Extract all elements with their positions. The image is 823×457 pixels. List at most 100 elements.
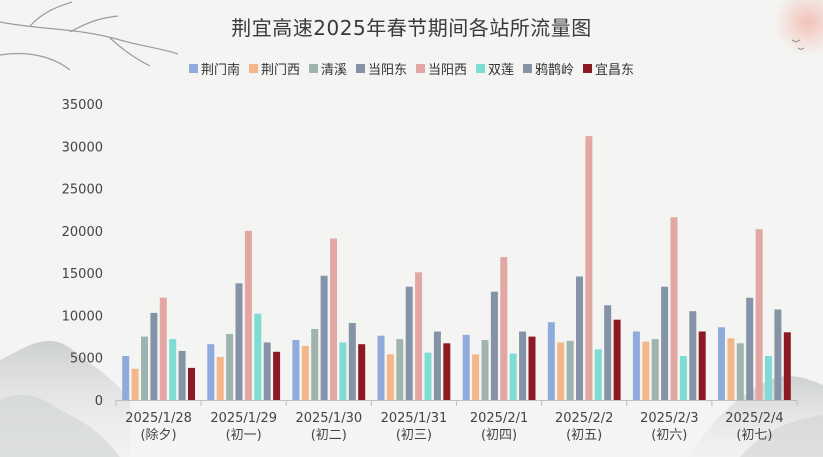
x-tick-label: 2025/2/3 [640,411,698,426]
bar[interactable] [301,345,309,400]
bar[interactable] [481,340,489,400]
x-tick-label: (初五) [566,428,602,443]
bar[interactable] [736,343,744,400]
bar[interactable] [330,238,337,401]
y-tick-label: 35000 [62,98,103,113]
bar[interactable] [509,353,517,401]
legend-label: 当阳西 [428,63,468,78]
bar[interactable] [547,322,555,400]
bar[interactable] [141,336,148,400]
bar[interactable] [689,311,697,400]
legend-item[interactable]: 双莲 [476,59,514,78]
x-tick-label: (初六) [651,428,687,443]
x-tick-label: 2025/2/2 [555,411,613,426]
legend-swatch [583,64,593,73]
y-tick-label: 30000 [62,140,103,155]
bar[interactable] [188,367,195,400]
x-tick-label: (初三) [396,428,432,443]
legend-item[interactable]: 当阳西 [416,59,467,78]
bar[interactable] [679,356,687,400]
bar[interactable] [755,229,763,400]
legend-item[interactable]: 当阳东 [355,59,407,78]
legend-swatch [188,64,198,73]
bar[interactable] [594,349,602,400]
x-tick-label: (除夕) [140,428,176,443]
chart-title: 荆宜高速2025年春节期间各站所流量图 [231,16,592,40]
bar[interactable] [235,283,243,400]
bar[interactable] [358,344,366,400]
bar[interactable] [727,338,735,400]
chart-legend: 荆门南 荆门西 清溪 当阳东 当阳西 双莲 鸦鹊岭 宜昌东 [0,59,823,78]
x-tick-label: 2025/1/29 [210,411,277,426]
bar[interactable] [320,275,328,400]
bar[interactable] [604,305,612,400]
bar[interactable] [405,286,413,400]
x-tick-label: (初四) [481,428,517,443]
bar[interactable] [670,217,678,400]
bar[interactable] [585,136,593,400]
legend-label: 清溪 [320,63,347,78]
bar[interactable] [500,257,508,400]
legend-label: 双莲 [488,63,515,78]
bar[interactable] [159,297,167,400]
bar[interactable] [519,331,527,401]
bar[interactable] [774,309,782,401]
legend-item[interactable]: 荆门南 [188,59,240,78]
bar[interactable] [490,291,498,400]
bar[interactable] [661,286,669,400]
bar[interactable] [244,230,252,400]
bar[interactable] [642,341,650,400]
bar[interactable] [263,342,271,401]
legend-label: 鸦鹊岭 [535,63,575,78]
legend-label: 荆门南 [200,63,240,78]
bar[interactable] [443,343,451,400]
legend-swatch [308,64,318,73]
bar[interactable] [528,336,536,400]
bar[interactable] [462,334,470,400]
bar[interactable] [415,272,423,400]
legend-item[interactable]: 清溪 [308,59,347,78]
bar[interactable] [207,344,215,400]
legend-item[interactable]: 荆门西 [248,59,300,78]
bar[interactable] [651,339,659,400]
legend-item[interactable]: 鸦鹊岭 [523,59,574,78]
bar[interactable] [783,332,791,400]
bar[interactable] [396,339,404,400]
bar[interactable] [339,342,347,401]
bar[interactable] [273,351,281,400]
bar[interactable] [765,356,772,400]
bar[interactable] [131,368,139,400]
bar[interactable] [311,329,319,400]
bar[interactable] [254,313,262,400]
bar[interactable] [348,323,356,400]
bar[interactable] [178,350,186,400]
bar[interactable] [698,331,706,401]
bar[interactable] [566,340,574,400]
bar[interactable] [292,340,300,400]
bar[interactable] [433,331,441,401]
bar[interactable] [122,356,130,400]
bar[interactable] [226,334,234,400]
bar[interactable] [216,356,224,400]
bar[interactable] [386,354,394,400]
legend-swatch [523,64,533,73]
bar[interactable] [377,335,385,400]
bar[interactable] [632,331,640,401]
bar[interactable] [576,276,583,401]
bar[interactable] [150,312,158,400]
bar[interactable] [557,342,565,401]
y-tick-label: 5000 [70,352,103,367]
bar[interactable] [169,339,177,400]
legend-item[interactable]: 宜昌东 [583,59,634,78]
bar[interactable] [424,352,432,400]
bar[interactable] [472,354,480,400]
bar[interactable] [613,319,621,400]
y-tick-label: 20000 [62,225,103,240]
x-tick-label: (初二) [311,428,347,443]
bar[interactable] [718,327,725,400]
x-tick-label: (初一) [226,428,262,443]
legend-swatch [476,64,486,73]
x-tick-label: 2025/1/28 [125,411,192,426]
bar[interactable] [746,297,754,400]
x-tick-label: 2025/2/4 [725,411,783,426]
